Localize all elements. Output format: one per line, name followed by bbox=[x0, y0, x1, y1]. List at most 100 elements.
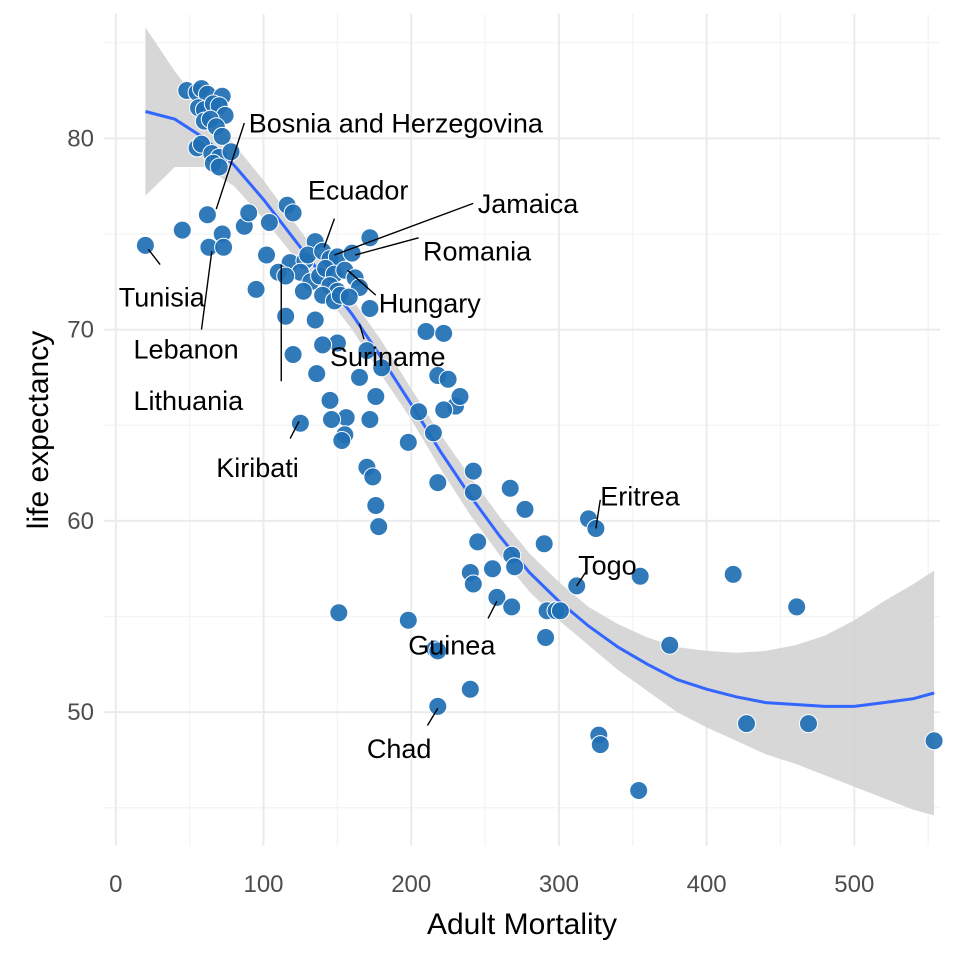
data-point bbox=[500, 478, 520, 498]
data-point bbox=[787, 597, 807, 617]
data-point bbox=[629, 781, 649, 800]
label-leader-line bbox=[215, 122, 245, 210]
x-tick-label: 500 bbox=[834, 871, 874, 898]
point-label: Chad bbox=[367, 734, 432, 764]
data-point bbox=[428, 641, 448, 661]
data-point bbox=[320, 390, 340, 410]
label-leader-line bbox=[289, 421, 300, 439]
label-leader-line bbox=[323, 218, 336, 248]
data-point bbox=[409, 402, 429, 422]
data-point bbox=[257, 245, 276, 265]
label-leader-line bbox=[354, 237, 419, 256]
label-leader-line bbox=[347, 269, 377, 296]
data-point bbox=[398, 610, 418, 630]
data-point bbox=[209, 157, 229, 177]
data-point bbox=[463, 574, 483, 594]
y-tick-label: 80 bbox=[67, 125, 94, 152]
data-point bbox=[398, 432, 418, 452]
tick-labels: 0 100 200 300 400 500 50 60 70 80 bbox=[67, 125, 874, 898]
data-point bbox=[536, 628, 556, 647]
point-label: Jamaica bbox=[478, 189, 580, 219]
point-label: Guinea bbox=[408, 631, 496, 661]
data-point bbox=[357, 341, 377, 361]
data-point bbox=[363, 467, 383, 487]
data-point bbox=[276, 306, 296, 326]
data-point bbox=[360, 410, 380, 429]
data-point bbox=[428, 473, 448, 493]
data-point bbox=[283, 345, 303, 364]
data-point bbox=[534, 534, 554, 554]
x-tick-label: 200 bbox=[391, 871, 431, 898]
data-point bbox=[372, 358, 392, 378]
data-point bbox=[463, 461, 483, 481]
confidence-ribbon bbox=[145, 27, 935, 816]
trend-line bbox=[145, 110, 935, 708]
point-label: Romania bbox=[423, 237, 532, 267]
data-point bbox=[332, 431, 352, 450]
data-point bbox=[212, 126, 232, 146]
data-point bbox=[487, 587, 507, 607]
data-point bbox=[322, 410, 341, 429]
data-point bbox=[924, 731, 944, 751]
data-point bbox=[660, 635, 680, 655]
label-leader-line bbox=[334, 202, 474, 256]
data-point bbox=[438, 369, 458, 389]
data-point bbox=[502, 597, 522, 617]
point-label: Togo bbox=[578, 550, 637, 580]
point-label: Lebanon bbox=[134, 334, 239, 364]
data-point bbox=[313, 335, 333, 355]
data-point bbox=[366, 387, 386, 406]
point-label: Lithuania bbox=[134, 386, 245, 416]
x-tick-label: 400 bbox=[687, 871, 727, 898]
data-point bbox=[276, 266, 296, 286]
label-leader-line bbox=[147, 248, 161, 265]
data-point bbox=[283, 203, 303, 223]
y-tick-label: 70 bbox=[67, 317, 94, 344]
data-points bbox=[135, 79, 944, 800]
data-point bbox=[135, 235, 155, 255]
data-point bbox=[197, 205, 217, 225]
data-point bbox=[630, 566, 650, 586]
data-point bbox=[428, 696, 448, 716]
x-tick-label: 0 bbox=[109, 871, 122, 898]
data-point bbox=[329, 603, 349, 623]
label-leader-line bbox=[487, 600, 498, 619]
point-label: Ecuador bbox=[308, 176, 409, 206]
data-point bbox=[723, 564, 743, 584]
data-point bbox=[550, 601, 570, 621]
grid-lines bbox=[104, 14, 940, 846]
x-tick-label: 300 bbox=[539, 871, 579, 898]
data-point bbox=[515, 499, 535, 519]
data-point bbox=[463, 482, 483, 502]
point-label: Hungary bbox=[379, 288, 482, 318]
x-axis-title: Adult Mortality bbox=[427, 908, 617, 941]
data-point bbox=[483, 559, 502, 579]
data-point bbox=[590, 735, 610, 755]
label-leader-line bbox=[426, 707, 439, 726]
data-point bbox=[239, 203, 259, 223]
data-point bbox=[350, 367, 369, 387]
data-point bbox=[293, 281, 313, 301]
point-label: Kiribati bbox=[216, 453, 299, 483]
point-label: Suriname bbox=[330, 342, 446, 372]
y-tick-label: 60 bbox=[67, 508, 94, 535]
x-tick-label: 100 bbox=[243, 871, 283, 898]
data-point bbox=[360, 299, 380, 318]
data-point bbox=[259, 213, 279, 232]
data-point bbox=[172, 220, 192, 240]
data-point bbox=[434, 400, 454, 420]
label-leader-line bbox=[358, 323, 365, 340]
data-point bbox=[505, 557, 525, 577]
data-point bbox=[246, 279, 266, 299]
data-point bbox=[416, 322, 436, 341]
label-leader-line bbox=[576, 572, 587, 587]
data-point bbox=[737, 714, 756, 734]
data-point bbox=[307, 364, 327, 384]
label-leader-line bbox=[595, 499, 601, 529]
data-point bbox=[468, 532, 488, 552]
data-point bbox=[423, 423, 443, 443]
data-point bbox=[221, 142, 241, 162]
point-label: Bosnia and Herzegovina bbox=[249, 109, 544, 139]
label-leader-line bbox=[200, 251, 213, 330]
